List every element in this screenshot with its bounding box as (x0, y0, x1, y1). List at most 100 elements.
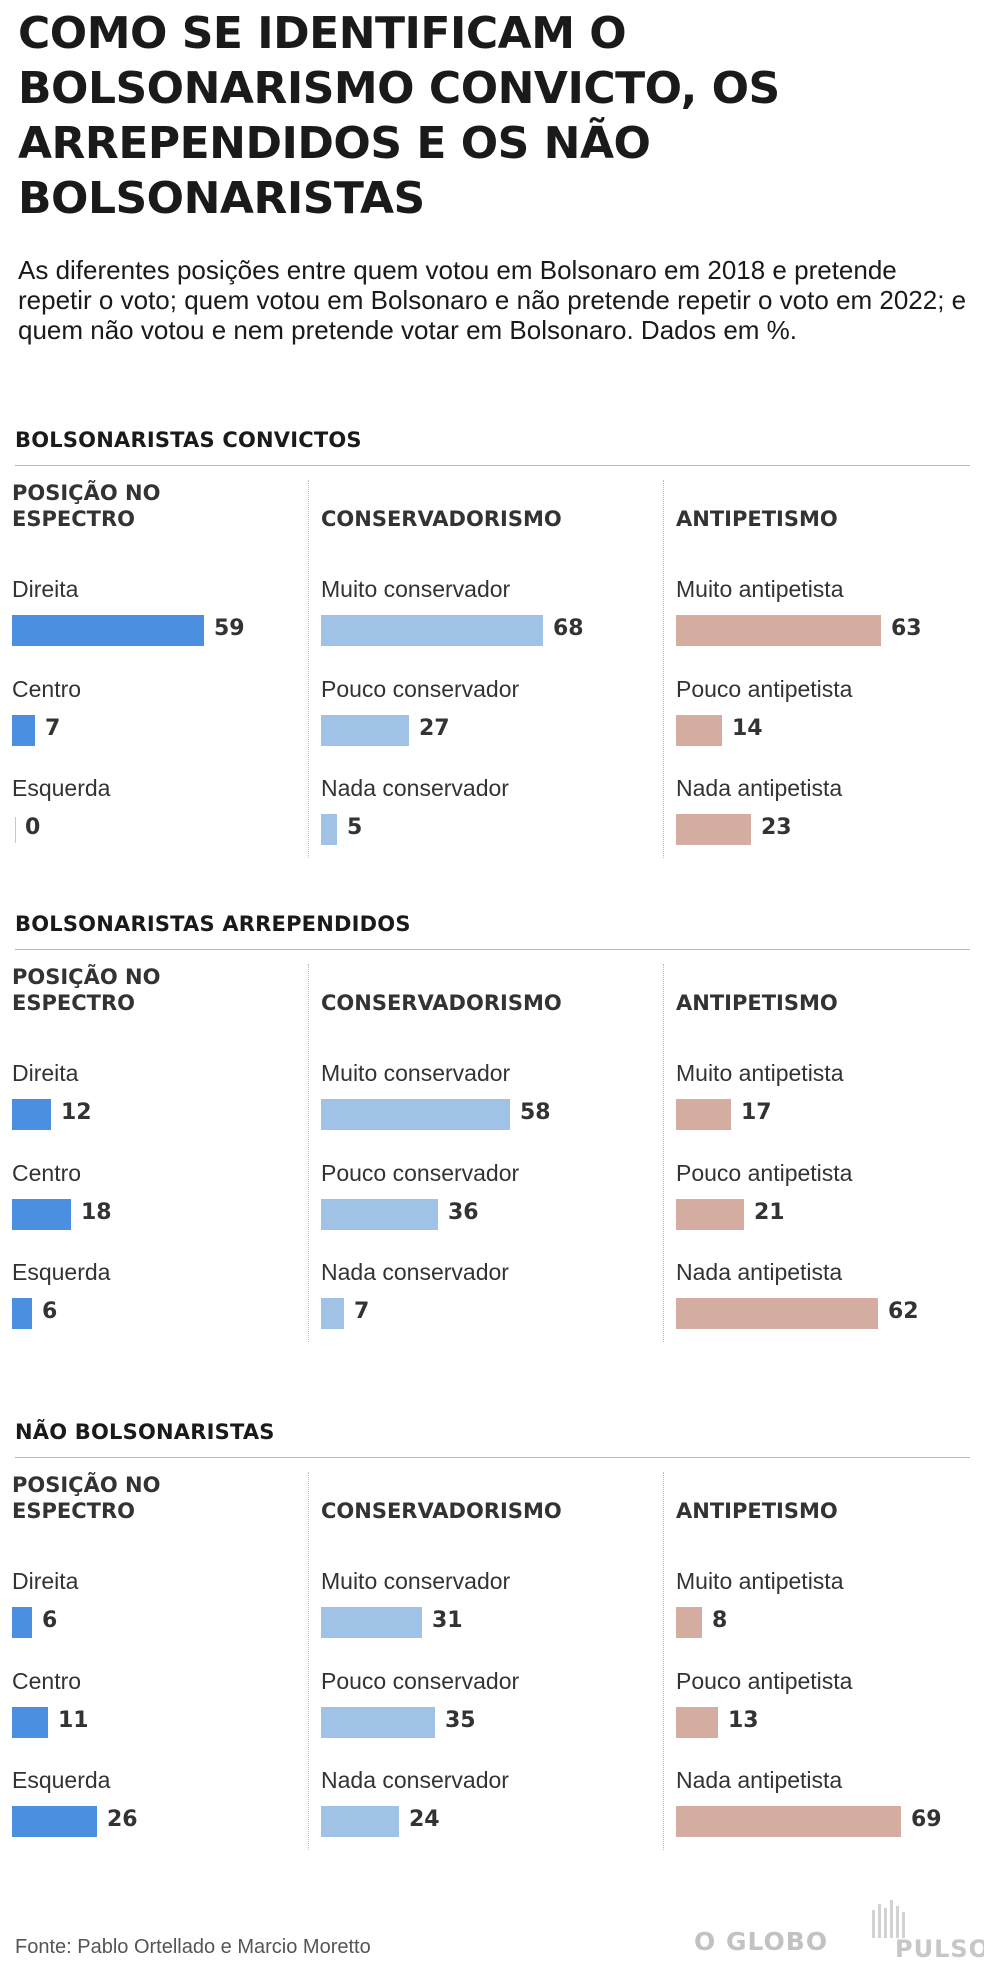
bar-row: Esquerda 26 (0, 1767, 308, 1863)
bar-row: Muito conservador 68 (309, 576, 664, 672)
bar-row: Pouco conservador 35 (309, 1668, 664, 1764)
bar-row: Esquerda 6 (0, 1259, 308, 1355)
value-label: 11 (58, 1708, 89, 1733)
data-bar (321, 1298, 344, 1329)
value-label: 0 (25, 815, 41, 840)
category-label: Centro (12, 1668, 82, 1694)
pulso-logo-icon (872, 1900, 905, 1938)
data-bar (676, 615, 881, 646)
bar-row: Nada antipetista 23 (664, 775, 984, 871)
value-label: 59 (214, 616, 245, 641)
category-label: Muito antipetista (676, 576, 844, 602)
value-label: 13 (728, 1708, 759, 1733)
bar-row: Nada conservador 7 (309, 1259, 664, 1355)
category-label: Pouco antipetista (676, 1668, 853, 1694)
data-bar (676, 715, 722, 746)
category-label: Pouco conservador (321, 1668, 520, 1694)
value-label: 17 (741, 1100, 772, 1125)
value-label: 8 (712, 1608, 728, 1633)
value-label: 58 (520, 1100, 551, 1125)
value-label: 7 (45, 716, 61, 741)
bar-row: Pouco conservador 27 (309, 676, 664, 772)
bar-row: Muito antipetista 17 (664, 1060, 984, 1156)
category-label: Muito antipetista (676, 1060, 844, 1086)
value-label: 23 (761, 815, 792, 840)
category-label: Nada antipetista (676, 1259, 843, 1285)
bar-row: Nada antipetista 69 (664, 1767, 984, 1863)
value-label: 12 (61, 1100, 92, 1125)
data-bar (321, 1806, 399, 1837)
value-label: 26 (107, 1807, 138, 1832)
section-title: NÃO BOLSONARISTAS (15, 1420, 275, 1444)
value-label: 18 (81, 1200, 112, 1225)
value-label: 31 (432, 1608, 463, 1633)
data-bar (321, 1099, 510, 1130)
value-label: 69 (911, 1807, 942, 1832)
value-label: 62 (888, 1299, 919, 1324)
section-2: BOLSONARISTAS ARREPENDIDOS POSIÇÃO NO ESP… (0, 912, 984, 1372)
value-label: 14 (732, 716, 763, 741)
data-bar (321, 715, 409, 746)
panel-2: CONSERVADORISMO Muito conservador 68 Pouco … (308, 480, 664, 858)
section-3: NÃO BOLSONARISTAS POSIÇÃO NO ESPECTRO Dire… (0, 1420, 984, 1880)
category-label: Muito conservador (321, 1060, 511, 1086)
category-label: Centro (12, 676, 82, 702)
bar-row: Direita 6 (0, 1568, 308, 1664)
value-label: 5 (347, 815, 363, 840)
category-label: Pouco antipetista (676, 676, 853, 702)
data-bar (12, 1607, 32, 1638)
value-label: 35 (445, 1708, 476, 1733)
bar-row: Pouco antipetista 14 (664, 676, 984, 772)
category-label: Muito conservador (321, 576, 511, 602)
panel-title: ANTIPETISMO (676, 991, 838, 1015)
category-label: Nada conservador (321, 1259, 509, 1285)
section-title: BOLSONARISTAS ARREPENDIDOS (15, 912, 411, 936)
category-label: Direita (12, 1060, 79, 1086)
chart-title: COMO SE IDENTIFICAM O BOLSONARISMO CONVI… (18, 8, 780, 224)
panel-title: POSIÇÃO NO ESPECTRO (12, 965, 161, 1015)
value-label: 63 (891, 616, 922, 641)
data-bar (12, 1099, 51, 1130)
bar-row: Pouco antipetista 13 (664, 1668, 984, 1764)
value-label: 21 (754, 1200, 785, 1225)
section-divider (15, 1457, 970, 1458)
bar-row: Muito antipetista 8 (664, 1568, 984, 1664)
category-label: Esquerda (12, 1767, 111, 1793)
category-label: Muito antipetista (676, 1568, 844, 1594)
data-bar (676, 1298, 878, 1329)
data-bar (676, 1199, 744, 1230)
category-label: Pouco antipetista (676, 1160, 853, 1186)
panel-3: ANTIPETISMO Muito antipetista 8 Pouco antip… (663, 1472, 984, 1850)
panel-title: ANTIPETISMO (676, 507, 838, 531)
category-label: Muito conservador (321, 1568, 511, 1594)
data-bar (676, 814, 751, 845)
panel-1: POSIÇÃO NO ESPECTRO Direita 6 Centro 11 Esque… (0, 1472, 308, 1850)
panel-title: POSIÇÃO NO ESPECTRO (12, 481, 161, 531)
category-label: Nada antipetista (676, 1767, 843, 1793)
category-label: Direita (12, 1568, 79, 1594)
section-divider (15, 465, 970, 466)
bar-row: Muito antipetista 63 (664, 576, 984, 672)
value-label: 68 (553, 616, 584, 641)
data-bar (321, 814, 337, 845)
data-bar (321, 1199, 438, 1230)
panel-title: CONSERVADORISMO (321, 1499, 562, 1523)
data-bar (12, 1806, 97, 1837)
bar-row: Pouco conservador 36 (309, 1160, 664, 1256)
section-1: BOLSONARISTAS CONVICTOS POSIÇÃO NO ESPECT… (0, 428, 984, 888)
data-bar (321, 615, 543, 646)
panel-title: CONSERVADORISMO (321, 991, 562, 1015)
bar-row: Centro 11 (0, 1668, 308, 1764)
data-bar (676, 1099, 731, 1130)
pulso-logo-text: PULSO (895, 1935, 984, 1963)
panel-3: ANTIPETISMO Muito antipetista 63 Pouco anti… (663, 480, 984, 858)
data-bar (676, 1607, 702, 1638)
bar-row: Direita 59 (0, 576, 308, 672)
value-label: 7 (354, 1299, 370, 1324)
panel-1: POSIÇÃO NO ESPECTRO Direita 12 Centro 18 Esqu… (0, 964, 308, 1342)
chart-subtitle: As diferentes posições entre quem votou … (18, 255, 967, 345)
bar-row: Pouco antipetista 21 (664, 1160, 984, 1256)
value-label: 36 (448, 1200, 479, 1225)
bar-row: Nada conservador 5 (309, 775, 664, 871)
data-bar (12, 615, 204, 646)
